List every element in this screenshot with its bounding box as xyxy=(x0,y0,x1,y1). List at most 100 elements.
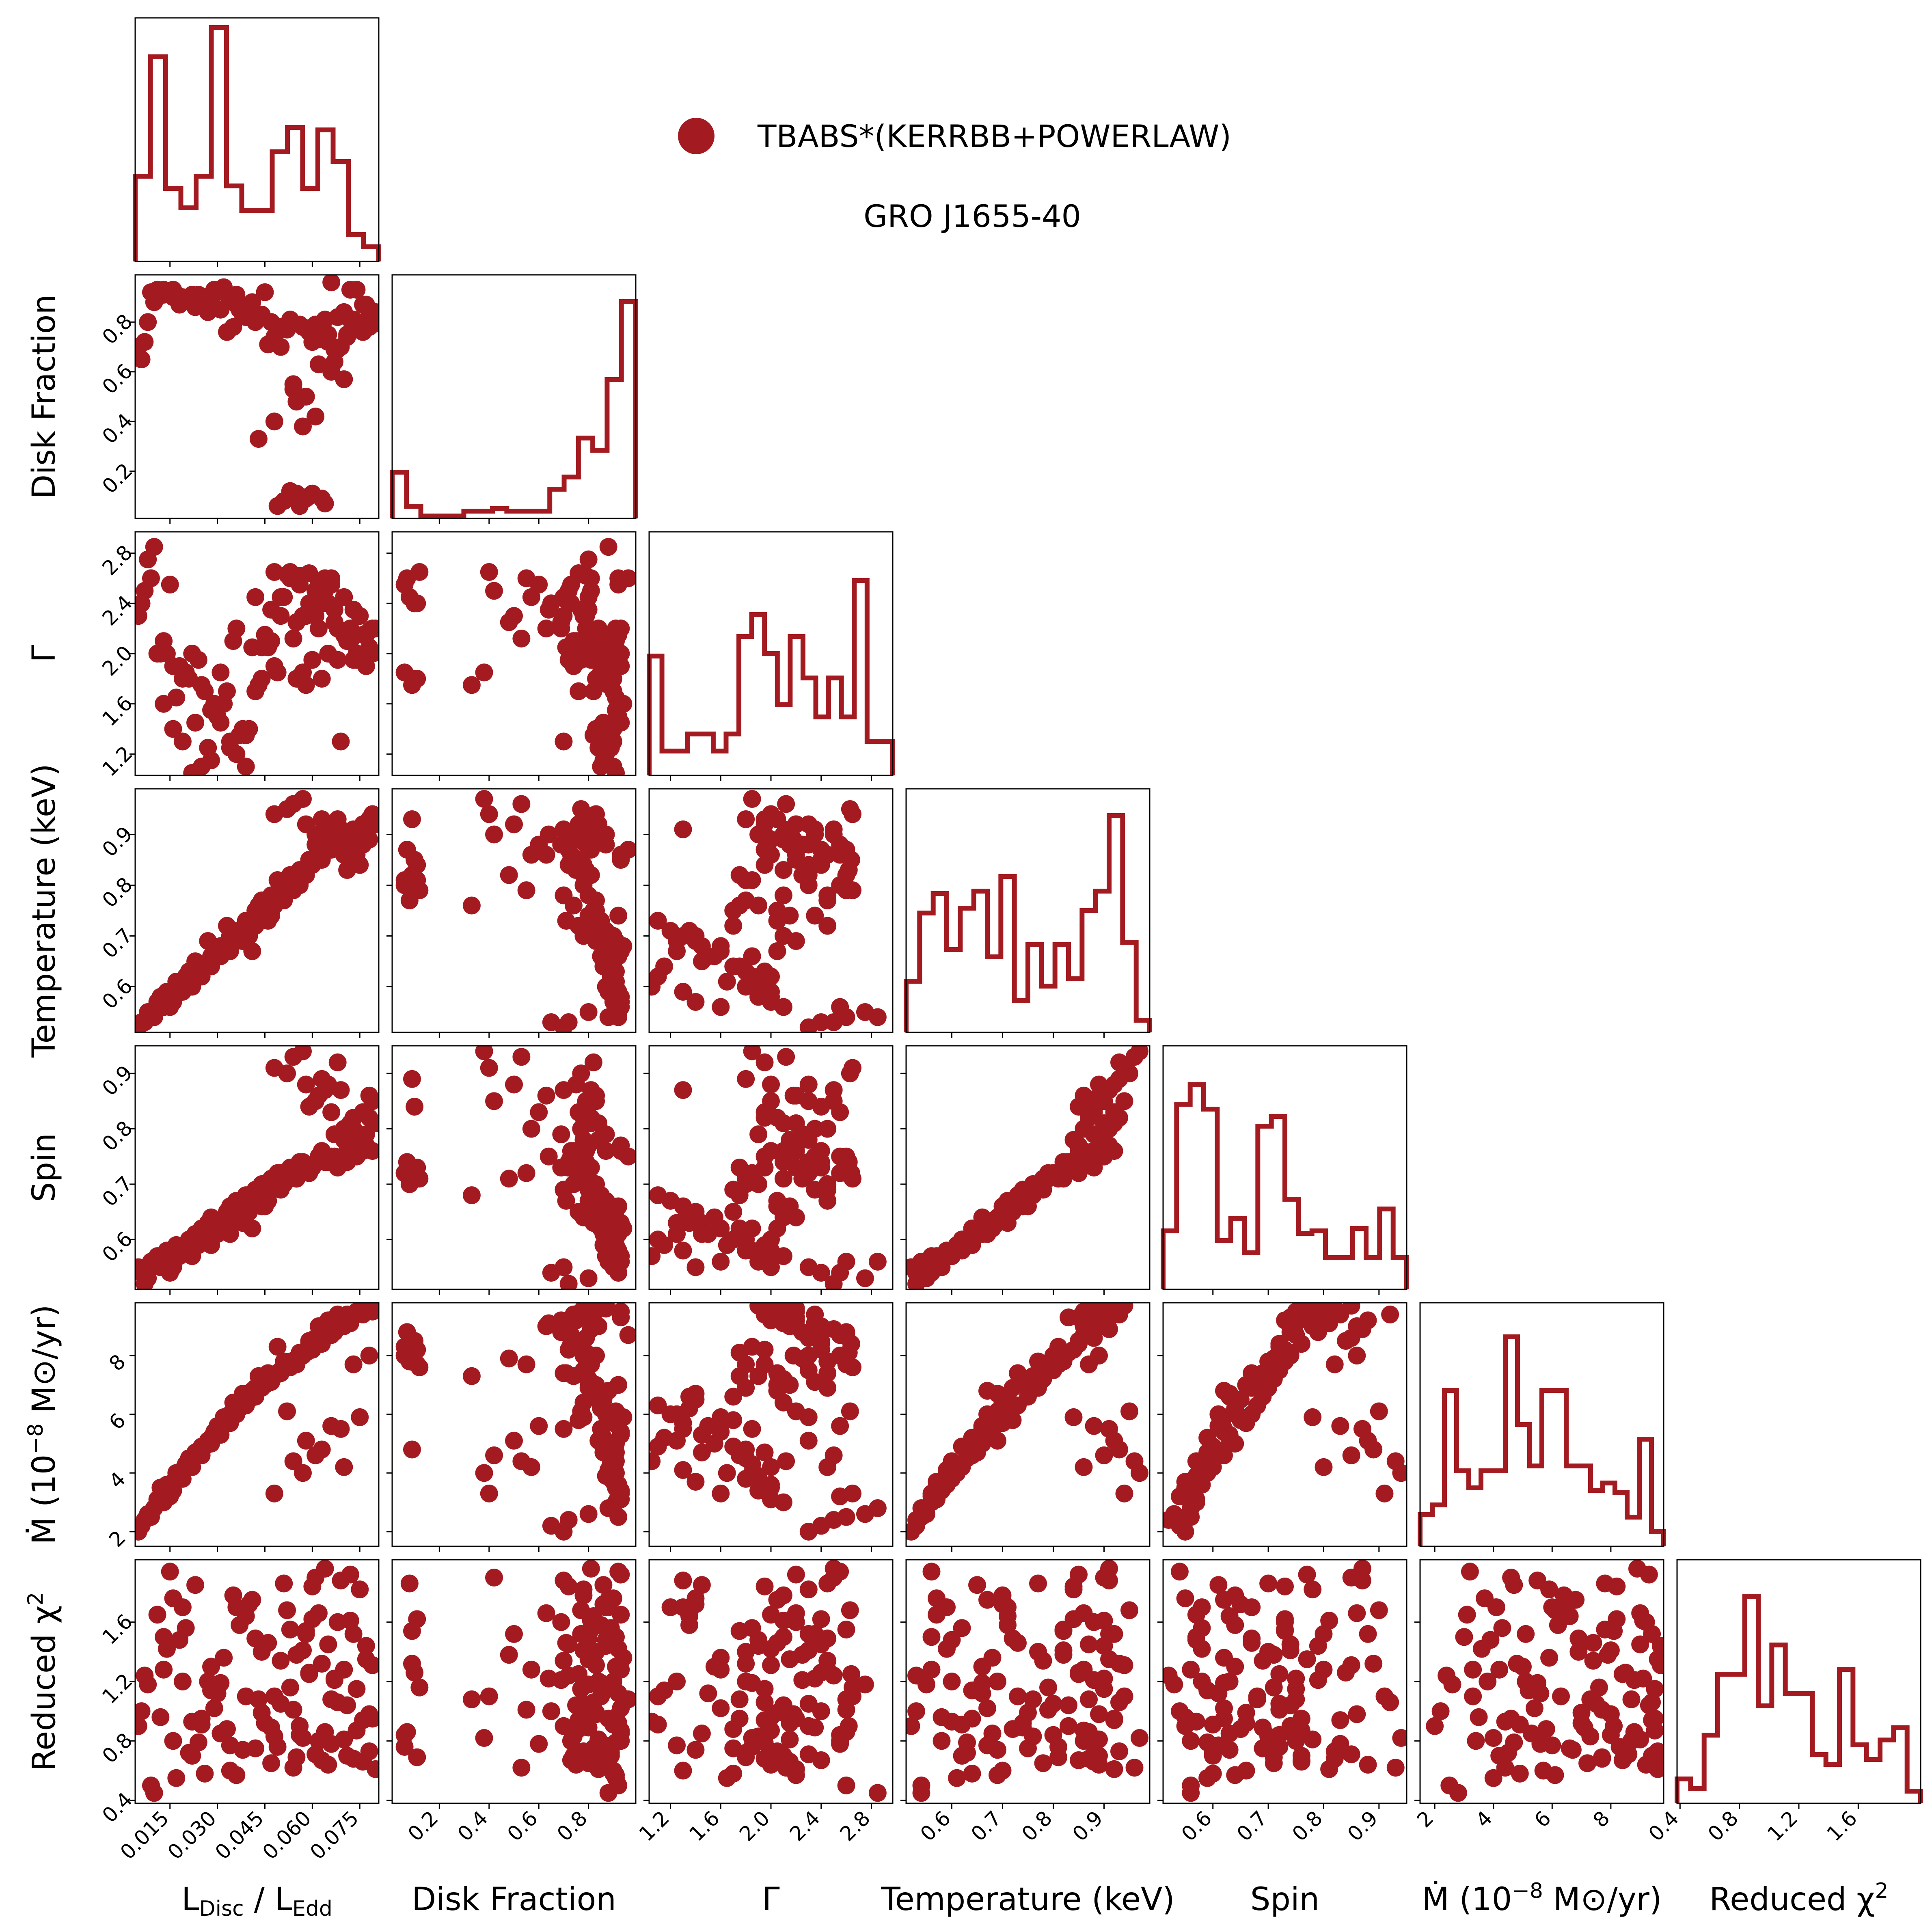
scatter-point xyxy=(1622,1690,1641,1708)
scatter-point xyxy=(724,1438,743,1456)
scatter-point xyxy=(177,663,195,682)
scatter-point xyxy=(173,293,192,311)
scatter-point xyxy=(555,820,573,838)
scatter-point xyxy=(737,810,755,828)
axis-label-gamma: Γ xyxy=(762,1881,780,1918)
scatter-point xyxy=(1359,1755,1377,1774)
scatter-point xyxy=(1643,1625,1661,1643)
scatter-point xyxy=(777,1048,795,1066)
chart-annotation: GRO J1655-40 xyxy=(863,198,1081,234)
scatter-point xyxy=(278,1064,296,1083)
scatter-point xyxy=(587,1703,605,1722)
axis-frame xyxy=(1676,1559,1921,1804)
scatter-point xyxy=(562,851,580,869)
scatter-point xyxy=(155,998,173,1016)
scatter-point xyxy=(831,998,849,1016)
scatter-point xyxy=(287,393,306,411)
scatter-point xyxy=(680,922,698,940)
scatter-point xyxy=(774,1612,792,1630)
scatter-point xyxy=(512,795,531,813)
scatter-point xyxy=(906,1717,920,1735)
scatter-point xyxy=(818,1458,837,1476)
scatter-point xyxy=(294,607,312,625)
scatter-point xyxy=(354,1711,372,1729)
scatter-point xyxy=(1070,1142,1088,1160)
scatter-point xyxy=(825,1666,843,1685)
scatter-point xyxy=(841,1601,859,1619)
scatter-point xyxy=(587,805,605,823)
x-tick-label: 0.030 xyxy=(163,1806,221,1864)
scatter-point xyxy=(749,1637,768,1655)
scatter-point xyxy=(609,1376,628,1394)
scatter-point xyxy=(237,758,255,775)
scatter-point xyxy=(1024,1367,1042,1385)
scatter-point xyxy=(237,726,255,745)
scatter-point xyxy=(674,1420,692,1438)
axis-label-temp: Temperature (keV) xyxy=(26,764,63,1058)
scatter-point xyxy=(1561,1607,1579,1625)
scatter-point xyxy=(973,1220,991,1237)
scatter-point xyxy=(762,1656,780,1674)
scatter-point xyxy=(338,861,356,879)
scatter-point xyxy=(322,1103,341,1121)
scatter-point xyxy=(192,288,211,307)
scatter-point xyxy=(649,967,667,986)
panel-mdot-vs-ldisc: 2 4 6 8 xyxy=(104,1302,380,1552)
scatter-point xyxy=(768,942,786,960)
scatter-point xyxy=(570,1103,588,1121)
scatter-point xyxy=(1493,1619,1511,1637)
scatter-point xyxy=(294,1347,312,1365)
scatter-point xyxy=(1517,1625,1535,1643)
scatter-point xyxy=(1259,1727,1278,1746)
scatter-point xyxy=(1386,1759,1405,1777)
scatter-point xyxy=(592,1674,610,1692)
scatter-point xyxy=(212,1674,230,1692)
scatter-point xyxy=(837,1164,855,1182)
scatter-point xyxy=(953,1716,971,1734)
scatter-point xyxy=(294,1641,312,1660)
scatter-point xyxy=(806,1181,824,1199)
scatter-point xyxy=(1039,1355,1057,1373)
scatter-point xyxy=(712,937,730,955)
histogram-mdot xyxy=(1418,1334,1666,1546)
scatter-point xyxy=(1075,1303,1093,1321)
scatter-point xyxy=(316,1081,334,1099)
scatter-point xyxy=(1131,1464,1148,1482)
scatter-point xyxy=(1204,1716,1222,1734)
scatter-point xyxy=(303,1577,322,1595)
scatter-point xyxy=(562,594,580,613)
scatter-point xyxy=(1348,1705,1366,1723)
scatter-point xyxy=(1590,1678,1608,1697)
scatter-point xyxy=(574,1641,593,1660)
scatter-point xyxy=(693,1443,711,1461)
scatter-chi2-vs-spin xyxy=(1163,1560,1407,1802)
scatter-point xyxy=(1593,1701,1611,1719)
x-tick-label: 0.9 xyxy=(1068,1806,1107,1846)
scatter-point xyxy=(762,1142,780,1160)
scatter-point xyxy=(1467,1732,1485,1750)
scatter-point xyxy=(868,1008,887,1026)
x-tick-label: 2.8 xyxy=(835,1806,875,1846)
scatter-point xyxy=(537,1317,555,1335)
scatter-point xyxy=(649,912,667,930)
scatter-point xyxy=(579,588,598,606)
scatter-point xyxy=(265,1367,283,1385)
scatter-point xyxy=(1209,1576,1228,1594)
scatter-point xyxy=(756,1711,774,1729)
scatter-point xyxy=(542,1702,560,1720)
scatter-point xyxy=(1198,1681,1217,1699)
scatter-point xyxy=(155,281,173,299)
x-tick-label: 0.075 xyxy=(306,1806,363,1864)
scatter-point xyxy=(943,1673,961,1690)
scatter-point xyxy=(756,1577,774,1595)
scatter-point xyxy=(335,370,353,389)
y-tick-label: 2.4 xyxy=(97,591,137,630)
scatter-point xyxy=(564,1727,583,1746)
histogram-fdisk xyxy=(390,299,638,518)
scatter-point xyxy=(825,1013,843,1031)
scatter-point xyxy=(674,1598,692,1617)
scatter-point xyxy=(743,1674,761,1692)
scatter-point xyxy=(868,1784,887,1802)
scatter-point xyxy=(1325,1355,1344,1373)
scatter-point xyxy=(1563,1741,1582,1759)
